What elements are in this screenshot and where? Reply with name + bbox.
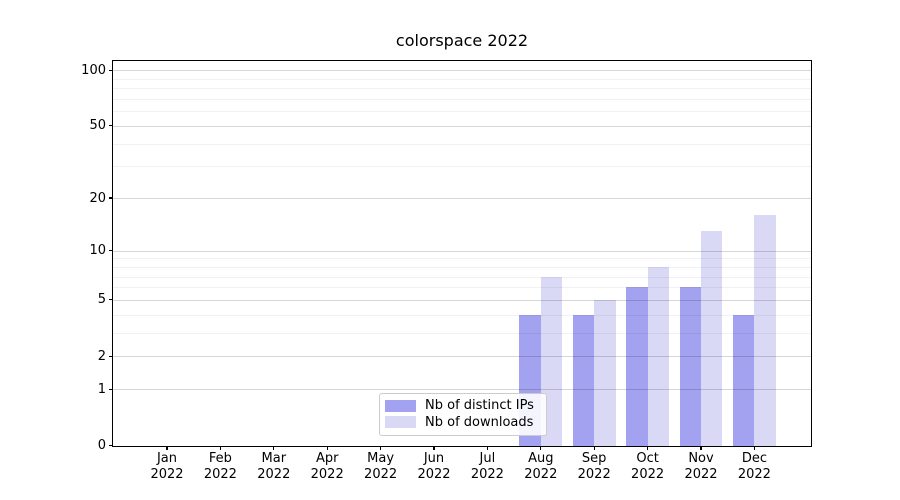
gridline-major-5 — [113, 299, 811, 301]
bar-sep-distinct-ips — [572, 314, 595, 446]
gridline-minor-60 — [113, 111, 811, 113]
gridline-minor-70 — [113, 99, 811, 100]
gridline-major-10 — [113, 250, 811, 252]
legend-label-downloads: Nb of downloads — [425, 414, 534, 430]
gridline-major-100 — [113, 70, 811, 72]
x-tick-mark-apr — [326, 445, 328, 450]
x-tick-year-jun: 2022 — [417, 467, 451, 482]
bar-oct-distinct-ips — [626, 287, 648, 446]
y-tick-label-1: 1 — [97, 381, 106, 397]
gridline-minor-30 — [113, 166, 811, 168]
y-tick-mark-1 — [108, 388, 113, 390]
x-tick-mark-mar — [273, 445, 275, 450]
chart-title: colorspace 2022 — [395, 31, 529, 50]
x-tick-year-may: 2022 — [364, 467, 398, 482]
gridline-minor-4 — [113, 314, 811, 316]
y-tick-label-5: 5 — [97, 292, 106, 308]
plot-area: Nb of distinct IPs Nb of downloads — [112, 59, 812, 447]
x-tick-label-jan: Jan 2022 — [137, 451, 197, 483]
gridline-major-1 — [113, 389, 811, 391]
legend-label-distinct-ips: Nb of distinct IPs — [425, 398, 534, 414]
y-tick-mark-10 — [108, 249, 113, 252]
gridline-minor-7 — [113, 276, 811, 278]
y-tick-label-20: 20 — [89, 190, 106, 206]
x-tick-mark-jul — [486, 445, 489, 450]
x-tick-label-mar: Mar 2022 — [244, 451, 304, 483]
bar-nov-distinct-ips — [679, 287, 701, 446]
x-tick-label-apr: Apr 2022 — [297, 451, 357, 483]
y-tick-mark-50 — [108, 125, 113, 127]
y-tick-mark-0 — [108, 444, 113, 447]
legend-item-distinct-ips: Nb of distinct IPs — [385, 398, 541, 415]
x-tick-label-feb: Feb 2022 — [190, 451, 250, 483]
gridline-minor-8 — [113, 266, 811, 268]
x-tick-year-mar: 2022 — [257, 467, 291, 482]
bar-oct-downloads — [647, 266, 669, 446]
x-tick-label-jul: Jul 2022 — [457, 451, 517, 483]
x-tick-label-oct: Oct 2022 — [618, 451, 678, 483]
x-tick-label-aug: Aug 2022 — [511, 451, 571, 483]
legend-swatch-downloads-icon — [385, 416, 416, 429]
x-tick-mark-aug — [540, 445, 542, 450]
gridline-minor-40 — [113, 143, 811, 145]
x-tick-mark-jan — [166, 445, 168, 450]
y-tick-mark-100 — [108, 69, 113, 71]
bar-dec-downloads — [754, 215, 776, 446]
x-tick-year-sep: 2022 — [577, 467, 611, 482]
gridline-minor-6 — [113, 287, 811, 289]
y-tick-label-10: 10 — [89, 243, 106, 259]
x-tick-label-jun: Jun 2022 — [404, 451, 464, 483]
y-tick-label-50: 50 — [89, 118, 106, 134]
x-tick-mark-feb — [219, 445, 222, 450]
x-tick-mark-may — [380, 445, 382, 450]
x-tick-label-dec: Dec 2022 — [724, 451, 784, 483]
y-tick-mark-2 — [108, 355, 113, 357]
legend: Nb of distinct IPs Nb of downloads — [379, 392, 547, 436]
x-tick-mark-nov — [700, 445, 702, 450]
x-tick-year-feb: 2022 — [203, 467, 237, 482]
x-tick-year-dec: 2022 — [737, 467, 771, 482]
x-tick-mark-sep — [593, 445, 595, 450]
bar-dec-distinct-ips — [733, 314, 755, 446]
gridline-minor-90 — [113, 78, 811, 80]
x-tick-year-jan: 2022 — [150, 467, 184, 482]
y-tick-mark-20 — [108, 197, 113, 199]
x-tick-year-jul: 2022 — [470, 467, 504, 482]
x-tick-mark-dec — [753, 445, 756, 450]
y-tick-mark-5 — [108, 299, 113, 301]
x-tick-label-may: May 2022 — [351, 451, 411, 483]
legend-swatch-distinct-ips-icon — [385, 399, 416, 412]
gridline-major-50 — [113, 125, 811, 127]
y-tick-label-0: 0 — [97, 438, 106, 453]
x-tick-year-aug: 2022 — [524, 467, 558, 482]
gridline-minor-9 — [113, 258, 811, 260]
gridline-minor-80 — [113, 88, 811, 90]
legend-item-downloads: Nb of downloads — [385, 414, 541, 431]
gridline-major-20 — [113, 198, 811, 199]
bar-nov-downloads — [701, 231, 723, 446]
x-tick-label-nov: Nov 2022 — [671, 451, 731, 483]
y-tick-label-2: 2 — [97, 348, 106, 364]
gridline-minor-3 — [113, 332, 811, 334]
x-tick-mark-oct — [646, 445, 649, 450]
y-tick-label-100: 100 — [81, 62, 106, 78]
x-tick-label-sep: Sep 2022 — [564, 451, 624, 483]
x-tick-year-oct: 2022 — [631, 467, 665, 482]
x-tick-year-nov: 2022 — [684, 467, 718, 482]
bar-sep-downloads — [594, 299, 616, 446]
x-tick-mark-jun — [433, 445, 435, 450]
x-tick-year-apr: 2022 — [310, 467, 344, 482]
gridline-major-2 — [113, 356, 811, 358]
